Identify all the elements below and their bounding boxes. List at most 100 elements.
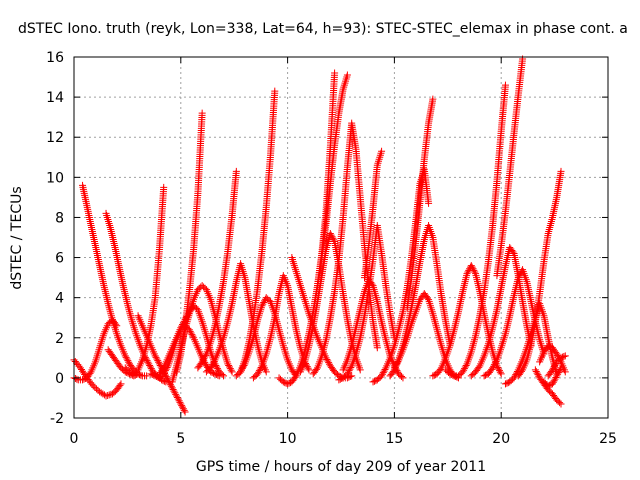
y-tick-label: -2: [50, 411, 64, 427]
data-point-marker: [174, 395, 182, 403]
data-point-marker: [255, 367, 263, 375]
data-point-marker: [330, 236, 338, 244]
data-point-marker: [179, 403, 187, 411]
data-point-marker: [501, 380, 509, 388]
data-point-marker: [126, 368, 134, 376]
data-series: [493, 55, 527, 280]
data-point-marker: [430, 371, 438, 379]
data-point-marker: [561, 368, 569, 376]
data-point-marker: [328, 233, 336, 241]
data-series: [121, 183, 168, 378]
data-point-marker: [511, 372, 519, 380]
data-point-marker: [177, 400, 185, 408]
data-point-marker: [214, 371, 222, 379]
data-point-marker: [304, 364, 312, 372]
data-point-marker: [475, 363, 483, 371]
data-series: [314, 71, 351, 290]
data-series: [540, 364, 565, 390]
data-point-marker: [513, 367, 521, 375]
data-point-marker: [88, 380, 96, 388]
data-point-marker: [534, 371, 542, 379]
data-point-marker: [279, 378, 287, 386]
y-tick-label: 4: [55, 291, 64, 307]
data-point-marker: [469, 265, 477, 273]
data-point-marker: [343, 71, 351, 79]
data-point-marker: [555, 367, 563, 375]
data-point-marker: [554, 369, 562, 377]
data-point-marker: [153, 355, 161, 363]
data-point-marker: [482, 371, 490, 379]
data-point-marker: [124, 357, 132, 365]
data-point-marker: [553, 350, 561, 358]
data-series: [360, 147, 386, 282]
data-point-marker: [226, 365, 234, 373]
data-point-marker: [425, 199, 433, 207]
data-point-marker: [212, 371, 220, 379]
data-point-marker: [348, 372, 356, 380]
data-point-marker: [146, 363, 154, 371]
data-point-marker: [345, 367, 353, 375]
data-point-marker: [208, 361, 216, 369]
data-point-marker: [459, 368, 467, 376]
data-series: [309, 119, 381, 378]
data-point-marker: [305, 366, 313, 374]
data-point-marker: [211, 370, 219, 378]
data-point-marker: [172, 390, 180, 398]
data-point-marker: [471, 268, 479, 276]
data-point-marker: [344, 368, 352, 376]
data-point-marker: [188, 331, 196, 339]
data-point-marker: [335, 376, 343, 384]
data-point-marker: [147, 370, 155, 378]
data-point-marker: [91, 383, 99, 391]
data-point-marker: [259, 300, 267, 308]
data-point-marker: [116, 381, 124, 389]
data-point-marker: [198, 109, 206, 117]
data-point-marker: [175, 397, 183, 405]
data-point-marker: [546, 342, 554, 350]
data-point-marker: [373, 344, 381, 352]
data-point-marker: [464, 268, 472, 276]
data-point-marker: [208, 362, 216, 370]
data-point-marker: [492, 357, 500, 365]
data-point-marker: [187, 329, 195, 337]
data-point-marker: [160, 370, 168, 378]
data-point-marker: [467, 262, 475, 270]
data-point-marker: [495, 365, 503, 373]
data-point-marker: [549, 364, 557, 372]
data-point-marker: [148, 371, 156, 379]
data-point-marker: [380, 367, 388, 375]
data-point-marker: [146, 361, 154, 369]
data-point-marker: [470, 266, 478, 274]
data-point-marker: [512, 371, 520, 379]
data-point-marker: [173, 392, 181, 400]
data-point-marker: [326, 229, 334, 237]
data-point-marker: [429, 372, 437, 380]
data-point-marker: [556, 399, 564, 407]
data-point-marker: [176, 398, 184, 406]
x-axis-label: GPS time / hours of day 209 of year 2011: [196, 459, 486, 475]
data-point-marker: [160, 183, 168, 191]
data-point-marker: [544, 342, 552, 350]
data-point-marker: [370, 377, 378, 385]
data-point-marker: [113, 322, 121, 330]
data-point-marker: [496, 368, 504, 376]
axis-ticks: 0 5 10 15 20 25 -2 0 2 4 6 8 10 12 14 16: [46, 50, 617, 447]
data-point-marker: [145, 360, 153, 368]
data-point-marker: [171, 389, 179, 397]
data-point-marker: [163, 363, 171, 371]
data-point-marker: [324, 357, 332, 365]
data-point-marker: [551, 375, 559, 383]
data-point-marker: [167, 382, 175, 390]
data-point-marker: [378, 370, 386, 378]
data-point-marker: [155, 358, 163, 366]
data-point-marker: [73, 375, 81, 383]
y-axis-label: dSTEC / TECUs: [9, 186, 25, 289]
data-point-marker: [378, 372, 386, 380]
data-point-marker: [548, 366, 556, 374]
data-point-marker: [169, 386, 177, 394]
data-point-marker: [381, 365, 389, 373]
data-point-marker: [446, 370, 454, 378]
x-tick-label: 20: [492, 431, 510, 447]
data-point-marker: [378, 147, 386, 155]
